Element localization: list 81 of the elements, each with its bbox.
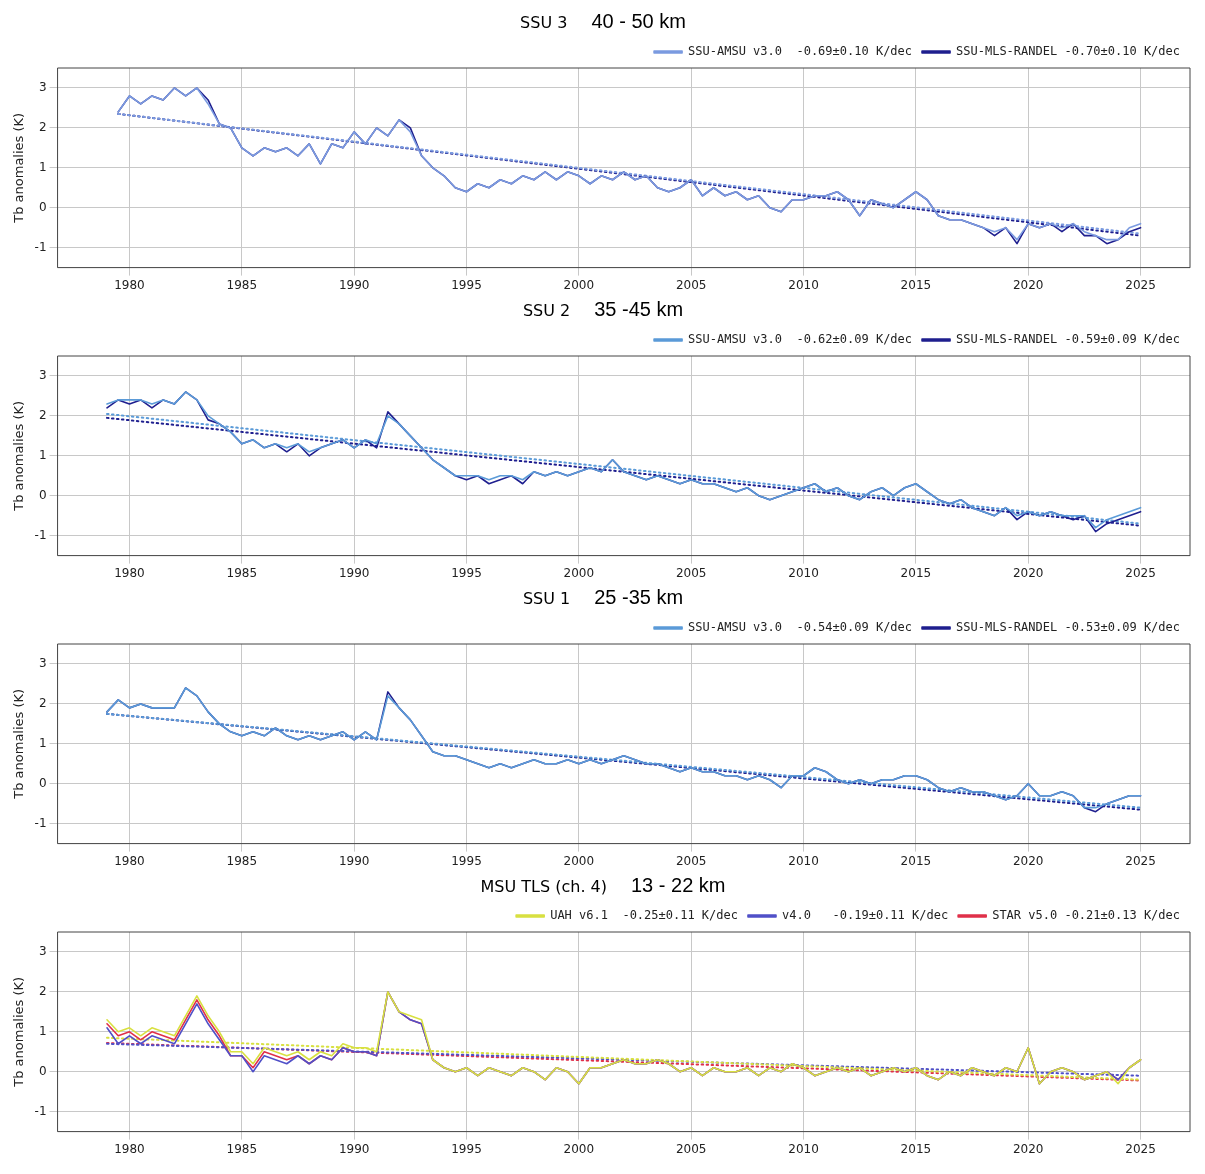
y-axis-title: Tb anomalies (K) [11,400,27,512]
y-tick-label: 3 [38,368,47,383]
legend-label: v4.0 -0.19±0.11 K/dec [781,908,949,923]
y-tick-label: 3 [38,656,47,671]
x-tick-label: 1980 [114,565,145,580]
x-tick-label: 2000 [563,1141,595,1156]
y-tick-label: 0 [38,487,47,502]
x-tick-label: 2005 [675,853,707,868]
y-axis-title: Tb anomalies (K) [11,976,27,1088]
legend-label: SSU-AMSU v3.0 -0.69±0.10 K/dec [688,44,913,59]
x-tick-label: 2010 [788,1141,819,1156]
legend-label: SSU-AMSU v3.0 -0.62±0.09 K/dec [688,332,913,347]
legend-label: SSU-MLS-RANDEL -0.59±0.09 K/dec [956,332,1181,347]
x-tick-label: 1990 [338,1141,370,1156]
x-tick-label: 2020 [1012,1141,1044,1156]
x-tick-label: 1985 [226,853,258,868]
y-axis-title: Tb anomalies (K) [11,112,27,224]
y-tick-label: 3 [38,80,47,95]
y-tick-label: 2 [38,984,47,999]
chart-title: SSU 2 [522,301,571,320]
x-tick-label: 2010 [788,853,819,868]
x-tick-label: 1995 [451,565,482,580]
x-tick-label: 2005 [675,1141,707,1156]
legend-label: STAR v5.0 -0.21±0.13 K/dec [992,908,1180,923]
x-tick-label: 1980 [114,853,145,868]
x-tick-label: 2020 [1012,853,1044,868]
x-tick-label: 1990 [338,853,370,868]
x-tick-label: 1980 [114,277,145,292]
y-tick-label: -1 [34,1103,47,1118]
y-tick-label: -1 [34,815,47,830]
x-tick-label: 2010 [788,277,819,292]
legend-label: SSU-AMSU v3.0 -0.54±0.09 K/dec [688,620,913,635]
x-tick-label: 2010 [788,565,819,580]
x-tick-label: 2005 [675,565,707,580]
x-tick-label: 1995 [451,1141,482,1156]
x-tick-label: 1990 [338,565,370,580]
x-tick-label: 2015 [900,565,932,580]
y-tick-label: 2 [38,120,47,135]
x-tick-label: 1990 [338,277,370,292]
x-tick-label: 2015 [900,277,932,292]
chart-title: MSU TLS (ch. 4) [480,877,607,896]
x-tick-label: 2020 [1012,277,1044,292]
x-tick-label: 2000 [563,853,595,868]
x-tick-label: 2000 [563,565,595,580]
x-tick-label: 1995 [451,277,482,292]
y-tick-label: 0 [38,775,47,790]
x-tick-label: 2025 [1125,853,1156,868]
chart-title: SSU 3 [520,13,568,32]
y-tick-label: 1 [38,735,47,750]
y-tick-label: 2 [38,408,47,423]
y-tick-label: 0 [38,199,47,214]
x-tick-label: 1985 [226,277,258,292]
chart-title: SSU 1 [522,589,571,608]
y-tick-label: 0 [38,1063,47,1078]
y-tick-label: 1 [38,1023,47,1038]
y-tick-label: 1 [38,447,47,462]
chart-subtitle: 25 -35 km [594,586,684,608]
x-tick-label: 1985 [226,565,258,580]
legend-label: UAH v6.1 -0.25±0.11 K/dec [550,908,738,923]
x-tick-label: 2015 [900,1141,932,1156]
legend-label: SSU-MLS-RANDEL -0.70±0.10 K/dec [956,44,1181,59]
x-tick-label: 1985 [226,1141,258,1156]
y-tick-label: 3 [38,944,47,959]
x-tick-label: 2005 [675,277,707,292]
chart-subtitle: 40 - 50 km [591,10,686,32]
y-tick-label: 1 [38,159,47,174]
y-tick-label: -1 [34,239,47,254]
y-axis-title: Tb anomalies (K) [11,688,27,800]
x-tick-label: 2000 [563,277,595,292]
legend-label: SSU-MLS-RANDEL -0.53±0.09 K/dec [956,620,1181,635]
x-tick-label: 1980 [114,1141,145,1156]
x-tick-label: 1995 [451,853,482,868]
y-tick-label: 2 [38,696,47,711]
x-tick-label: 2025 [1125,565,1156,580]
x-tick-label: 2025 [1125,277,1156,292]
x-tick-label: 2020 [1012,565,1044,580]
y-tick-label: -1 [34,527,47,542]
chart-subtitle: 13 - 22 km [630,874,726,896]
x-tick-label: 2015 [900,853,932,868]
chart-subtitle: 35 -45 km [594,298,684,320]
x-tick-label: 2025 [1125,1141,1156,1156]
